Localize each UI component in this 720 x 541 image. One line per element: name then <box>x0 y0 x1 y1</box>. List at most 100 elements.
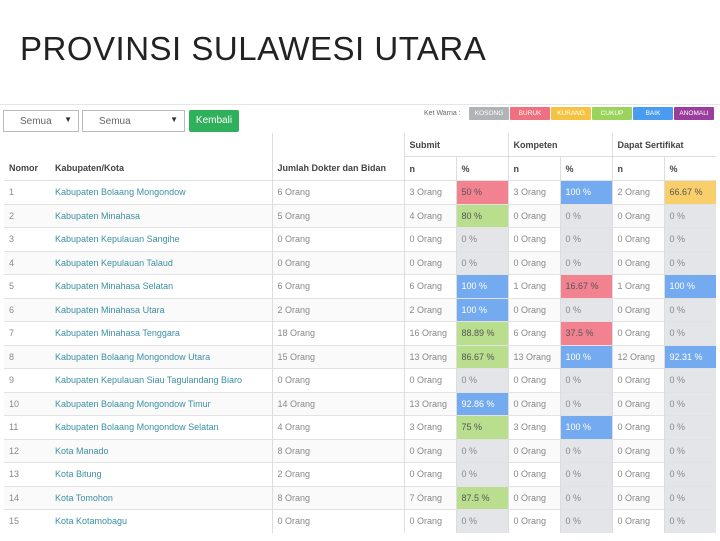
header-dapat-sertifikat: Dapat Sertifikat <box>611 133 717 157</box>
row-kabupaten[interactable]: Kabupaten Kepulauan Sangihe <box>50 227 272 251</box>
row-dapat-pct: 92.31 % <box>663 344 717 369</box>
row-kompeten-pct: 0 % <box>559 509 613 533</box>
row-jumlah: 0 Orang <box>271 250 404 275</box>
row-submit-pct: 0 % <box>455 227 508 251</box>
row-kompeten-pct: 0 % <box>559 462 613 486</box>
row-kompeten-pct: 100 % <box>559 415 613 439</box>
header-kompeten: Kompeten <box>507 133 613 157</box>
row-dapat-n: 2 Orang <box>611 180 665 204</box>
header-dapat-n: n <box>611 156 665 181</box>
row-jumlah: 18 Orang <box>271 321 404 345</box>
header-jumlah: Jumlah Dokter dan Bidan <box>271 156 404 181</box>
header-kompeten-n: n <box>507 156 560 181</box>
row-dapat-pct: 66.67 % <box>663 180 717 204</box>
row-kabupaten[interactable]: Kabupaten Minahasa <box>50 203 272 228</box>
row-jumlah: 6 Orang <box>271 180 404 204</box>
row-jumlah: 2 Orang <box>271 462 404 486</box>
header-row: Nomor Kabupaten/Kota Jumlah Dokter dan B… <box>4 156 717 181</box>
row-number: 8 <box>4 344 50 369</box>
row-jumlah: 8 Orang <box>271 485 404 510</box>
row-kabupaten[interactable]: Kabupaten Minahasa Utara <box>50 297 272 322</box>
table-row: 2 Kabupaten Minahasa 5 Orang 4 Orang 80 % 0 O… <box>4 203 717 228</box>
row-dapat-pct: 0 % <box>663 227 717 251</box>
chevron-down-icon: ▼ <box>64 115 72 124</box>
row-submit-n: 4 Orang <box>403 203 456 228</box>
row-submit-n: 0 Orang <box>403 462 456 486</box>
row-submit-pct: 0 % <box>455 509 508 533</box>
row-submit-pct: 100 % <box>455 274 508 298</box>
row-jumlah: 0 Orang <box>271 368 404 392</box>
color-legend: Ket Warna : KOSONG BURUK KURANG CUKUP BAIK AN… <box>424 107 714 121</box>
row-number: 3 <box>4 227 50 251</box>
row-kabupaten[interactable]: Kabupaten Minahasa Selatan <box>50 274 272 298</box>
row-dapat-n: 0 Orang <box>611 509 665 533</box>
row-dapat-n: 0 Orang <box>611 321 665 345</box>
filter-select-1-value: Semua <box>20 116 52 127</box>
header-submit-pct: % <box>455 156 508 181</box>
row-dapat-n: 0 Orang <box>611 227 665 251</box>
row-jumlah: 8 Orang <box>271 438 404 463</box>
row-kompeten-pct: 100 % <box>559 344 613 369</box>
row-kabupaten[interactable]: Kabupaten Bolaang Mongondow Timur <box>50 391 272 416</box>
row-kompeten-n: 0 Orang <box>507 297 560 322</box>
legend-label: Ket Warna : <box>424 110 461 117</box>
row-kabupaten[interactable]: Kabupaten Bolaang Mongondow <box>50 180 272 204</box>
row-submit-n: 7 Orang <box>403 485 456 510</box>
row-number: 1 <box>4 180 50 204</box>
row-kabupaten[interactable]: Kabupaten Bolaang Mongondow Utara <box>50 344 272 369</box>
row-kompeten-n: 6 Orang <box>507 321 560 345</box>
row-dapat-pct: 0 % <box>663 485 717 510</box>
table-row: 4 Kabupaten Kepulauan Talaud 0 Orang 0 Oran… <box>4 250 717 275</box>
row-kompeten-n: 0 Orang <box>507 509 560 533</box>
row-number: 2 <box>4 203 50 228</box>
row-number: 10 <box>4 391 50 416</box>
row-kompeten-n: 0 Orang <box>507 368 560 392</box>
row-dapat-pct: 0 % <box>663 438 717 463</box>
row-number: 4 <box>4 250 50 275</box>
table-row: 9 Kabupaten Kepulauan Siau Tagulandang Bi… <box>4 368 717 392</box>
row-submit-n: 3 Orang <box>403 415 456 439</box>
back-button[interactable]: Kembali <box>189 110 239 132</box>
row-submit-n: 13 Orang <box>403 344 456 369</box>
row-kabupaten[interactable]: Kabupaten Kepulauan Talaud <box>50 250 272 275</box>
row-number: 11 <box>4 415 50 439</box>
table-row: 7 Kabupaten Minahasa Tenggara 18 Orang 16 O… <box>4 321 717 345</box>
row-submit-n: 0 Orang <box>403 438 456 463</box>
row-kompeten-pct: 100 % <box>559 180 613 204</box>
row-kompeten-pct: 37.5 % <box>559 321 613 345</box>
row-dapat-n: 0 Orang <box>611 485 665 510</box>
filter-select-1[interactable]: Semua ▼ <box>3 110 79 132</box>
row-dapat-n: 1 Orang <box>611 274 665 298</box>
row-kabupaten[interactable]: Kabupaten Kepulauan Siau Tagulandang Bia… <box>50 368 272 392</box>
row-submit-pct: 0 % <box>455 438 508 463</box>
row-submit-n: 0 Orang <box>403 368 456 392</box>
row-kompeten-n: 0 Orang <box>507 391 560 416</box>
row-dapat-n: 0 Orang <box>611 203 665 228</box>
row-kompeten-n: 0 Orang <box>507 203 560 228</box>
row-kabupaten[interactable]: Kota Manado <box>50 438 272 463</box>
row-kabupaten[interactable]: Kabupaten Bolaang Mongondow Selatan <box>50 415 272 439</box>
legend-chip-kurang: KURANG <box>551 107 591 120</box>
row-dapat-pct: 100 % <box>663 274 717 298</box>
row-kabupaten[interactable]: Kota Bitung <box>50 462 272 486</box>
row-kabupaten[interactable]: Kota Tomohon <box>50 485 272 510</box>
table-row: 5 Kabupaten Minahasa Selatan 6 Orang 6 Oran… <box>4 274 717 298</box>
row-submit-n: 6 Orang <box>403 274 456 298</box>
row-kabupaten[interactable]: Kabupaten Minahasa Tenggara <box>50 321 272 345</box>
row-kabupaten[interactable]: Kota Kotamobagu <box>50 509 272 533</box>
header-submit: Submit <box>403 133 508 157</box>
row-kompeten-n: 3 Orang <box>507 415 560 439</box>
table-row: 15 Kota Kotamobagu 0 Orang 0 Orang 0 % 0 Oran… <box>4 509 717 533</box>
row-number: 7 <box>4 321 50 345</box>
row-kompeten-pct: 0 % <box>559 438 613 463</box>
row-kompeten-pct: 0 % <box>559 485 613 510</box>
row-submit-pct: 0 % <box>455 250 508 275</box>
row-kompeten-n: 0 Orang <box>507 438 560 463</box>
table-row: 12 Kota Manado 8 Orang 0 Orang 0 % 0 Orang 0 %… <box>4 438 717 463</box>
row-kompeten-n: 0 Orang <box>507 462 560 486</box>
row-kompeten-pct: 0 % <box>559 227 613 251</box>
row-dapat-pct: 0 % <box>663 250 717 275</box>
filter-select-2[interactable]: Semua ▼ <box>82 110 185 132</box>
slide-title: PROVINSI SULAWESI UTARA <box>20 30 487 67</box>
row-kompeten-pct: 0 % <box>559 391 613 416</box>
